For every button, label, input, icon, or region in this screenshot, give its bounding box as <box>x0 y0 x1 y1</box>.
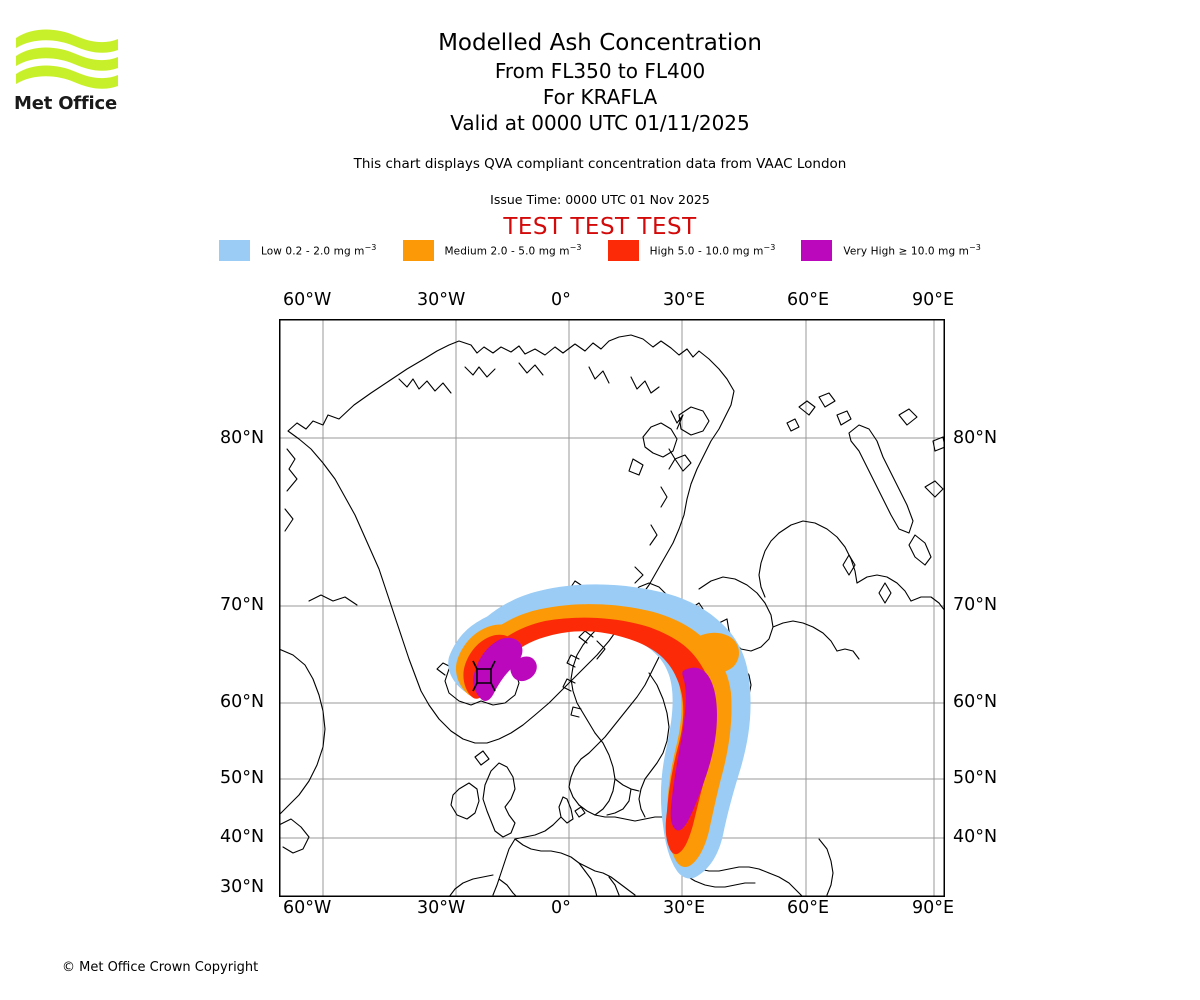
lat-label-left-3: 50°N <box>220 768 265 788</box>
title-valid-time: Valid at 0000 UTC 01/11/2025 <box>450 111 750 135</box>
lon-label-bottom-4: 60°E <box>787 898 830 918</box>
lat-label-right-4: 40°N <box>953 827 998 847</box>
lat-label-left-4: 40°N <box>220 827 265 847</box>
lon-label-top-3: 30°E <box>663 290 706 310</box>
legend-medium: Medium 2.0 - 5.0 mg m−3 <box>402 240 582 261</box>
map-frame <box>279 319 945 897</box>
lat-label-left-5: 30°N <box>220 877 265 897</box>
map-canvas <box>279 319 945 897</box>
chart-title-block: Modelled Ash Concentration From FL350 to… <box>0 28 1200 136</box>
lon-label-bottom-3: 30°E <box>663 898 706 918</box>
legend-swatch-low <box>219 240 251 261</box>
legend-label-high: High 5.0 - 10.0 mg m−3 <box>649 243 776 258</box>
legend-label-low: Low 0.2 - 2.0 mg m−3 <box>261 243 377 258</box>
lon-label-top-0: 60°W <box>283 290 332 310</box>
lon-label-top-4: 60°E <box>787 290 830 310</box>
lat-label-left-1: 70°N <box>220 595 265 615</box>
legend-low: Low 0.2 - 2.0 mg m−3 <box>219 240 376 261</box>
lat-label-left-0: 80°N <box>220 428 265 448</box>
lon-label-top-5: 90°E <box>912 290 955 310</box>
volcano-source-marker <box>472 660 496 692</box>
lon-label-bottom-5: 90°E <box>912 898 955 918</box>
issue-time: Issue Time: 0000 UTC 01 Nov 2025 <box>490 192 710 207</box>
legend-very-high: Very High ≥ 10.0 mg m−3 <box>801 240 981 261</box>
ash-concentration-map[interactable] <box>279 319 945 897</box>
concentration-legend: Low 0.2 - 2.0 mg m−3 Medium 2.0 - 5.0 mg… <box>0 240 1200 261</box>
legend-label-very-high: Very High ≥ 10.0 mg m−3 <box>843 243 981 258</box>
lat-label-left-2: 60°N <box>220 692 265 712</box>
test-banner: TEST TEST TEST <box>503 214 697 240</box>
legend-high: High 5.0 - 10.0 mg m−3 <box>607 240 776 261</box>
chart-subnote: This chart displays QVA compliant concen… <box>353 156 847 172</box>
lat-label-right-0: 80°N <box>953 428 998 448</box>
title-flight-levels: From FL350 to FL400 <box>494 59 706 83</box>
lat-label-right-2: 60°N <box>953 692 998 712</box>
lon-label-bottom-0: 60°W <box>283 898 332 918</box>
title-volcano: For KRAFLA <box>542 85 658 109</box>
lon-label-top-1: 30°W <box>417 290 466 310</box>
copyright-notice: © Met Office Crown Copyright <box>62 960 259 975</box>
legend-label-medium: Medium 2.0 - 5.0 mg m−3 <box>444 243 582 258</box>
legend-swatch-high <box>607 240 639 261</box>
met-office-logo: Met Office <box>14 24 124 114</box>
page-title: Modelled Ash Concentration <box>438 30 762 56</box>
lon-label-top-2: 0° <box>551 290 571 310</box>
met-office-logo-text: Met Office <box>14 93 118 114</box>
legend-swatch-very-high <box>801 240 833 261</box>
met-office-wave-mark <box>16 29 118 89</box>
lon-label-bottom-1: 30°W <box>417 898 466 918</box>
legend-swatch-medium <box>402 240 434 261</box>
lat-label-right-3: 50°N <box>953 768 998 788</box>
lat-label-right-1: 70°N <box>953 595 998 615</box>
lon-label-bottom-2: 0° <box>551 898 571 918</box>
ash-plume-very-high <box>473 637 717 831</box>
